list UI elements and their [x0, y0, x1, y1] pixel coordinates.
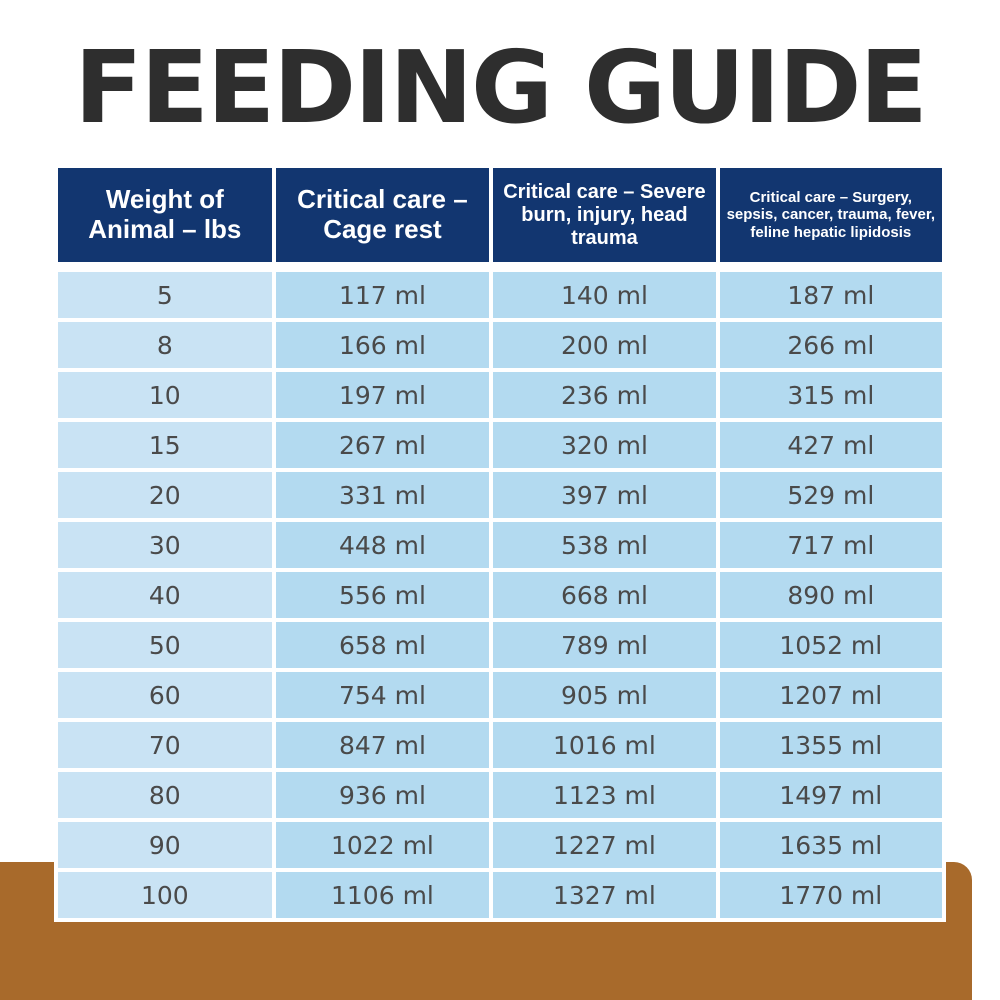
volume-cell: 1207 ml: [719, 672, 942, 718]
volume-cell: 140 ml: [493, 272, 716, 318]
volume-cell: 1497 ml: [719, 772, 942, 818]
volume-cell: 1123 ml: [493, 772, 716, 818]
volume-cell: 717 ml: [719, 522, 942, 568]
volume-cell: 397 ml: [493, 472, 716, 518]
weight-cell: 80: [58, 772, 272, 818]
spacer-cell: [719, 266, 942, 268]
volume-cell: 320 ml: [493, 422, 716, 468]
volume-cell: 890 ml: [719, 572, 942, 618]
table-header: Weight of Animal – lbs Critical care – C…: [58, 168, 942, 262]
volume-cell: 936 ml: [275, 772, 490, 818]
weight-cell: 50: [58, 622, 272, 668]
spacer-row: [58, 266, 942, 268]
weight-cell: 30: [58, 522, 272, 568]
table-row: 20 331 ml 397 ml 529 ml: [58, 472, 942, 518]
weight-cell: 40: [58, 572, 272, 618]
weight-cell: 8: [58, 322, 272, 368]
volume-cell: 1770 ml: [719, 872, 942, 918]
volume-cell: 658 ml: [275, 622, 490, 668]
header-surgery-sepsis: Critical care – Surgery, sepsis, cancer,…: [719, 168, 942, 262]
spacer-cell: [275, 266, 490, 268]
table-row: 30 448 ml 538 ml 717 ml: [58, 522, 942, 568]
spacer-cell: [58, 266, 272, 268]
header-cage-rest: Critical care – Cage rest: [275, 168, 490, 262]
volume-cell: 315 ml: [719, 372, 942, 418]
volume-cell: 117 ml: [275, 272, 490, 318]
table-row: 50 658 ml 789 ml 1052 ml: [58, 622, 942, 668]
header-row: Weight of Animal – lbs Critical care – C…: [58, 168, 942, 262]
volume-cell: 1635 ml: [719, 822, 942, 868]
table-row: 90 1022 ml 1227 ml 1635 ml: [58, 822, 942, 868]
volume-cell: 448 ml: [275, 522, 490, 568]
header-weight: Weight of Animal – lbs: [58, 168, 272, 262]
volume-cell: 754 ml: [275, 672, 490, 718]
volume-cell: 905 ml: [493, 672, 716, 718]
volume-cell: 331 ml: [275, 472, 490, 518]
volume-cell: 847 ml: [275, 722, 490, 768]
volume-cell: 1016 ml: [493, 722, 716, 768]
feeding-guide-table: Weight of Animal – lbs Critical care – C…: [54, 164, 946, 922]
volume-cell: 789 ml: [493, 622, 716, 668]
volume-cell: 200 ml: [493, 322, 716, 368]
table-row: 40 556 ml 668 ml 890 ml: [58, 572, 942, 618]
weight-cell: 10: [58, 372, 272, 418]
table-row: 15 267 ml 320 ml 427 ml: [58, 422, 942, 468]
volume-cell: 668 ml: [493, 572, 716, 618]
volume-cell: 1022 ml: [275, 822, 490, 868]
table-row: 5 117 ml 140 ml 187 ml: [58, 272, 942, 318]
volume-cell: 266 ml: [719, 322, 942, 368]
volume-cell: 556 ml: [275, 572, 490, 618]
volume-cell: 427 ml: [719, 422, 942, 468]
weight-cell: 100: [58, 872, 272, 918]
table-row: 60 754 ml 905 ml 1207 ml: [58, 672, 942, 718]
volume-cell: 166 ml: [275, 322, 490, 368]
volume-cell: 538 ml: [493, 522, 716, 568]
volume-cell: 1355 ml: [719, 722, 942, 768]
volume-cell: 187 ml: [719, 272, 942, 318]
volume-cell: 1327 ml: [493, 872, 716, 918]
table-body: 5 117 ml 140 ml 187 ml 8 166 ml 200 ml 266 ml 10…: [58, 266, 942, 918]
weight-cell: 5: [58, 272, 272, 318]
volume-cell: 1227 ml: [493, 822, 716, 868]
spacer-cell: [493, 266, 716, 268]
volume-cell: 1052 ml: [719, 622, 942, 668]
table-row: 80 936 ml 1123 ml 1497 ml: [58, 772, 942, 818]
table-row: 10 197 ml 236 ml 315 ml: [58, 372, 942, 418]
page-title: FEEDING GUIDE: [74, 29, 928, 146]
volume-cell: 529 ml: [719, 472, 942, 518]
weight-cell: 70: [58, 722, 272, 768]
weight-cell: 15: [58, 422, 272, 468]
volume-cell: 197 ml: [275, 372, 490, 418]
weight-cell: 90: [58, 822, 272, 868]
volume-cell: 236 ml: [493, 372, 716, 418]
table-row: 8 166 ml 200 ml 266 ml: [58, 322, 942, 368]
volume-cell: 1106 ml: [275, 872, 490, 918]
table-row: 100 1106 ml 1327 ml 1770 ml: [58, 872, 942, 918]
header-severe-burn: Critical care – Severe burn, injury, hea…: [493, 168, 716, 262]
weight-cell: 20: [58, 472, 272, 518]
weight-cell: 60: [58, 672, 272, 718]
table-row: 70 847 ml 1016 ml 1355 ml: [58, 722, 942, 768]
volume-cell: 267 ml: [275, 422, 490, 468]
